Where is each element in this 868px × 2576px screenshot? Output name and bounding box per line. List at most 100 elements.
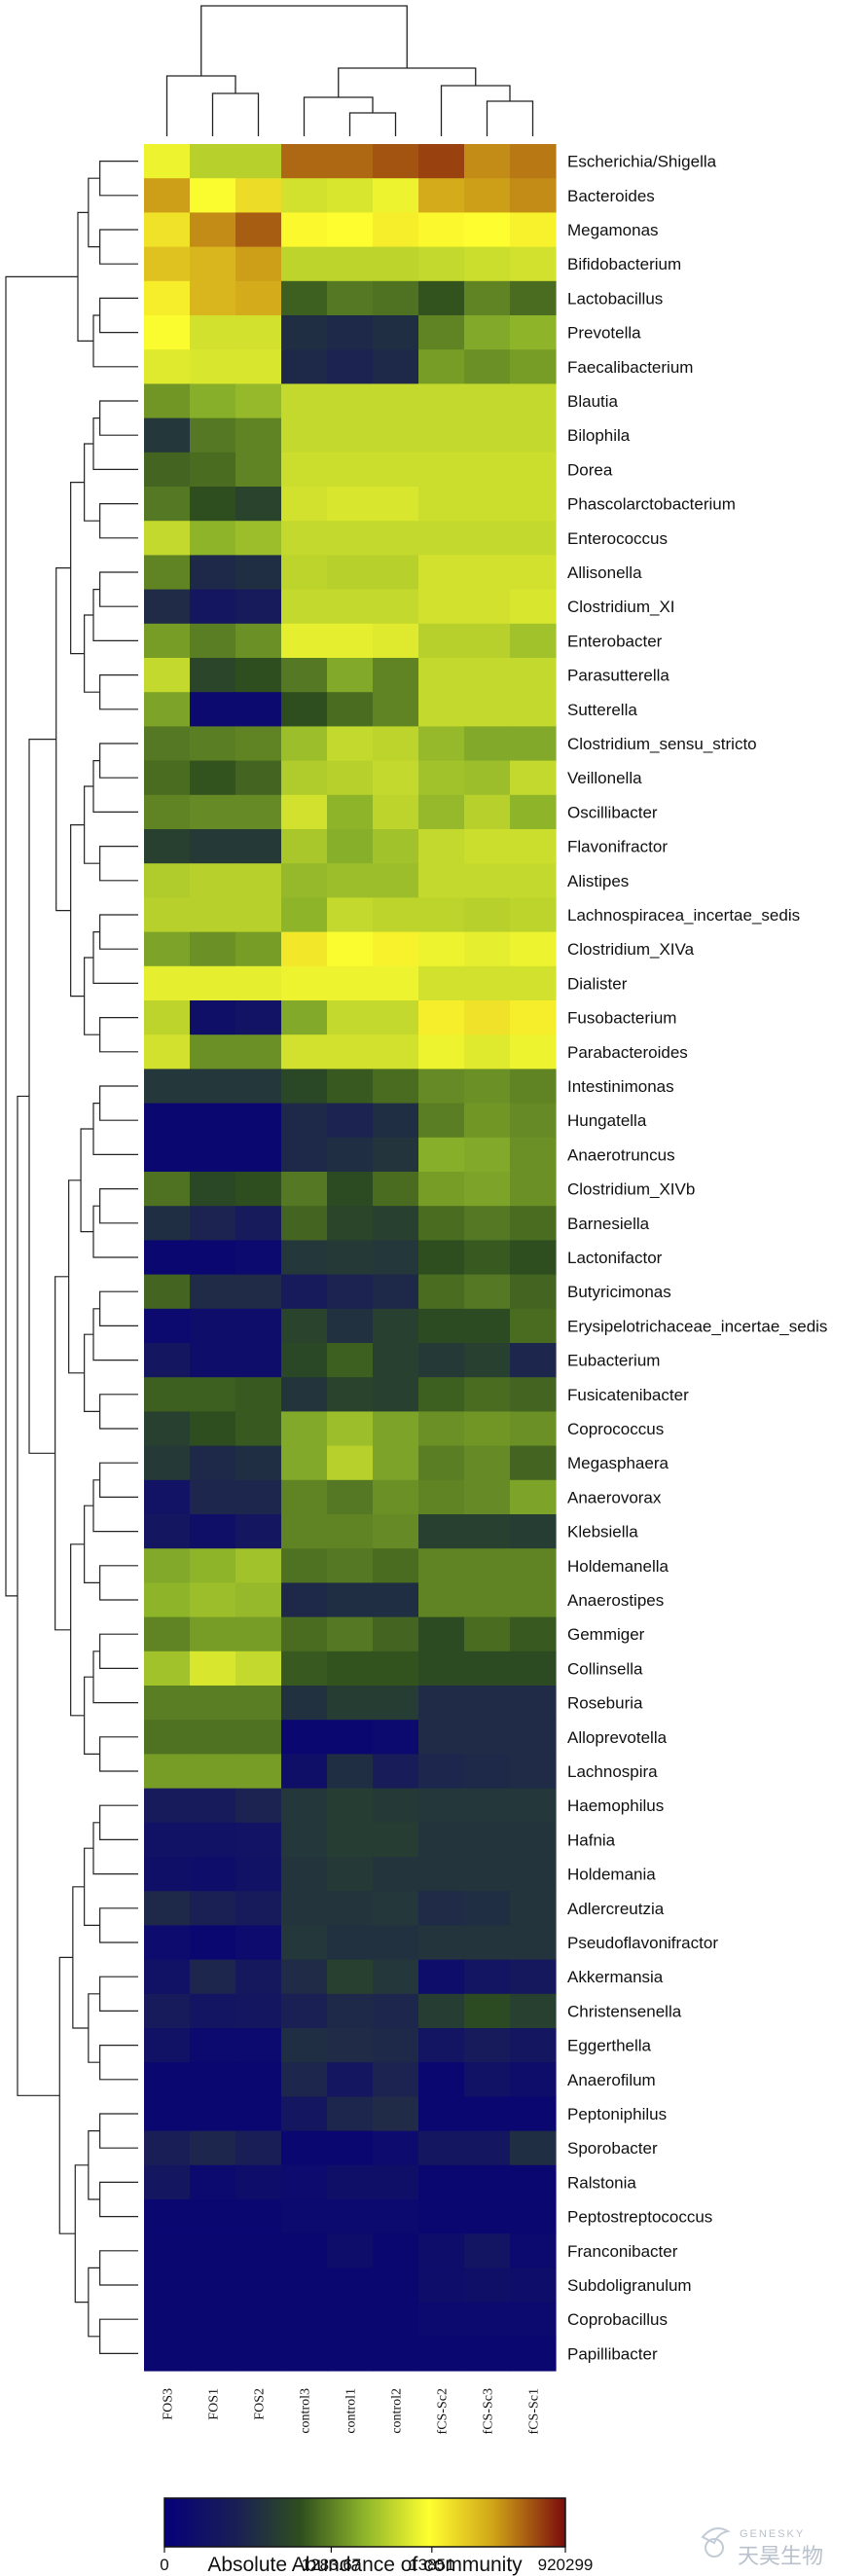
- row-dendrogram-branch: [99, 571, 138, 607]
- heatmap-cell: [144, 1720, 191, 1755]
- heatmap-cell: [235, 2233, 282, 2268]
- heatmap-cell: [418, 1343, 465, 1378]
- heatmap-cell: [281, 246, 328, 282]
- heatmap-cell: [327, 1959, 374, 1995]
- heatmap-cell: [235, 931, 282, 967]
- heatmap-cell: [144, 863, 191, 898]
- heatmap-cell: [190, 178, 236, 213]
- heatmap-cell: [464, 863, 511, 898]
- heatmap-cell: [510, 1377, 557, 1412]
- heatmap-cell: [464, 246, 511, 282]
- heatmap-cell: [327, 1548, 374, 1583]
- heatmap-cell: [190, 1616, 236, 1652]
- heatmap-cell: [373, 1137, 419, 1173]
- column-dendrogram-branch: [440, 85, 511, 136]
- heatmap-cell: [373, 2268, 419, 2304]
- row-label: Veillonella: [567, 769, 642, 787]
- heatmap-cell: [373, 349, 419, 384]
- heatmap-cell: [144, 623, 191, 659]
- heatmap-cell: [281, 1034, 328, 1070]
- heatmap-cell: [373, 144, 419, 179]
- heatmap-cell: [464, 1788, 511, 1824]
- heatmap-cell: [464, 487, 511, 522]
- heatmap-cell: [510, 521, 557, 556]
- heatmap-cell: [373, 1754, 419, 1790]
- heatmap-cell: [418, 144, 465, 179]
- heatmap-cell: [190, 1582, 236, 1618]
- heatmap-cell: [464, 2233, 511, 2268]
- heatmap-cell: [281, 487, 328, 522]
- row-dendrogram-branch: [70, 824, 85, 998]
- heatmap-cell: [144, 417, 191, 454]
- heatmap-cell: [235, 452, 282, 488]
- heatmap-cell: [510, 1034, 557, 1070]
- heatmap-cell: [144, 692, 191, 727]
- heatmap-cell: [418, 1445, 465, 1481]
- heatmap-cell: [510, 1754, 557, 1790]
- heatmap-cell: [327, 589, 374, 625]
- heatmap-cell: [281, 2130, 328, 2166]
- heatmap-cell: [418, 1959, 465, 1995]
- heatmap-cell: [510, 1959, 557, 1995]
- heatmap-cell: [190, 280, 236, 316]
- row-label: Lactobacillus: [567, 289, 663, 308]
- heatmap-cell: [144, 2302, 191, 2338]
- heatmap-cell: [510, 2302, 557, 2338]
- row-label: Eggerthella: [567, 2037, 652, 2055]
- row-label: Franconibacter: [567, 2242, 678, 2261]
- row-dendrogram-branch: [88, 1993, 100, 2063]
- heatmap-cell: [281, 452, 328, 488]
- heatmap-cell: [281, 1411, 328, 1447]
- heatmap-cell: [373, 931, 419, 967]
- heatmap-cell: [373, 452, 419, 488]
- heatmap-cell: [418, 521, 465, 556]
- heatmap-cell: [373, 246, 419, 282]
- heatmap-cell: [190, 2233, 236, 2268]
- row-label: Peptostreptococcus: [567, 2208, 712, 2227]
- heatmap-cell: [144, 2130, 191, 2166]
- row-label: Hungatella: [567, 1111, 647, 1130]
- heatmap-cell: [373, 2096, 419, 2132]
- heatmap-cell: [510, 1069, 557, 1105]
- heatmap-cell: [464, 2096, 511, 2132]
- heatmap-cell: [235, 2164, 282, 2200]
- heatmap-cell: [373, 280, 419, 316]
- heatmap-cell: [281, 178, 328, 213]
- heatmap-cell: [235, 1959, 282, 1995]
- heatmap-cell: [464, 1377, 511, 1412]
- heatmap-cell: [281, 1377, 328, 1412]
- heatmap-cell: [190, 1514, 236, 1549]
- row-label: Prevotella: [567, 324, 641, 343]
- heatmap-cell: [510, 1411, 557, 1447]
- heatmap-cell: [235, 1103, 282, 1139]
- heatmap-cell: [327, 2302, 374, 2338]
- heatmap-cell: [373, 2164, 419, 2200]
- heatmap-cell: [281, 1959, 328, 1995]
- heatmap-cell: [464, 1240, 511, 1276]
- heatmap-cell: [190, 246, 236, 282]
- heatmap-cell: [373, 1616, 419, 1652]
- heatmap-cell: [144, 1686, 191, 1721]
- heatmap-cell: [464, 794, 511, 830]
- heatmap-cell: [418, 1616, 465, 1652]
- heatmap-cell: [281, 1993, 328, 2029]
- heatmap-cell: [144, 897, 191, 933]
- heatmap-cell: [144, 931, 191, 967]
- row-dendrogram-branch: [99, 2045, 138, 2081]
- heatmap-cell: [190, 1172, 236, 1207]
- heatmap-cell: [464, 1034, 511, 1070]
- row-dendrogram-branch: [99, 229, 138, 265]
- heatmap-cell: [281, 521, 328, 556]
- heatmap-cell: [510, 897, 557, 933]
- heatmap-cell: [418, 1651, 465, 1687]
- heatmap-cell: [510, 212, 557, 248]
- heatmap-cell: [144, 1034, 191, 1070]
- heatmap-cell: [235, 1788, 282, 1824]
- heatmap-cell: [373, 2199, 419, 2234]
- heatmap-cell: [281, 1308, 328, 1344]
- heatmap-cell: [510, 726, 557, 762]
- row-label: Barnesiella: [567, 1215, 650, 1233]
- heatmap-cell: [190, 555, 236, 591]
- row-dendrogram-branch: [99, 503, 138, 539]
- heatmap-cell: [144, 1857, 191, 1892]
